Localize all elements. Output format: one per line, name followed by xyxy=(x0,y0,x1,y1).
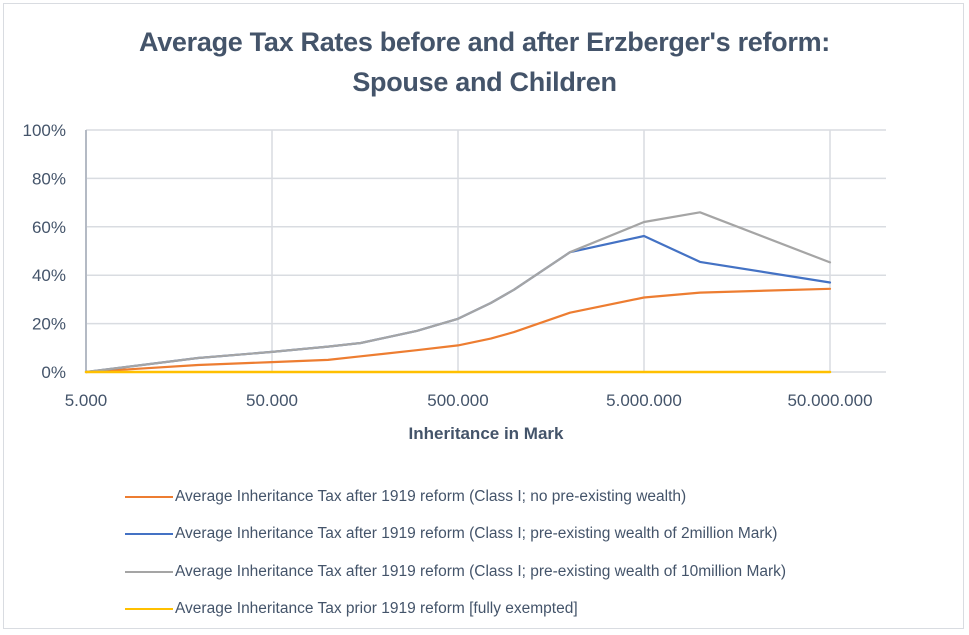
legend-swatch xyxy=(125,608,173,611)
legend-swatch xyxy=(125,570,173,573)
y-tick-label: 0% xyxy=(41,363,66,382)
x-axis-ticks: 5.000 50.000 500.000 5.000.000 50.000.000 xyxy=(65,391,873,410)
chart-title-line-2: Spouse and Children xyxy=(352,67,617,97)
chart-title-line-1: Average Tax Rates before and after Erzbe… xyxy=(139,27,830,57)
x-axis-title: Inheritance in Mark xyxy=(409,424,564,443)
y-tick-label: 80% xyxy=(32,169,66,188)
legend-item: Average Inheritance Tax after 1919 refor… xyxy=(125,516,786,554)
series-lines xyxy=(84,211,832,374)
x-tick-label: 5.000 xyxy=(65,391,108,410)
y-tick-label: 40% xyxy=(32,266,66,285)
y-tick-label: 60% xyxy=(32,218,66,237)
series-line-1 xyxy=(84,287,832,374)
legend-label: Average Inheritance Tax after 1919 refor… xyxy=(175,562,787,580)
chart-title: Average Tax Rates before and after Erzbe… xyxy=(0,22,969,102)
x-tick-label: 50.000 xyxy=(246,391,298,410)
legend-label: Average Inheritance Tax after 1919 refor… xyxy=(175,487,687,505)
legend-item: Average Inheritance Tax prior 1919 refor… xyxy=(125,591,786,629)
legend: Average Inheritance Tax after 1919 refor… xyxy=(125,478,786,628)
legend-label: Average Inheritance Tax after 1919 refor… xyxy=(175,525,778,543)
gridlines xyxy=(85,129,886,373)
legend-label: Average Inheritance Tax prior 1919 refor… xyxy=(175,600,578,618)
chart-frame xyxy=(3,3,964,629)
x-tick-label: 5.000.000 xyxy=(606,391,682,410)
legend-item: Average Inheritance Tax after 1919 refor… xyxy=(125,478,786,516)
legend-swatch xyxy=(125,495,173,498)
y-axis-ticks: 0% 20% 40% 60% 80% 100% xyxy=(23,121,66,382)
legend-item: Average Inheritance Tax after 1919 refor… xyxy=(125,553,786,591)
series-line-3 xyxy=(84,211,832,374)
legend-swatch xyxy=(125,533,173,536)
y-tick-label: 20% xyxy=(32,315,66,334)
x-tick-label: 50.000.000 xyxy=(787,391,872,410)
y-tick-label: 100% xyxy=(23,121,66,140)
x-tick-label: 500.000 xyxy=(427,391,488,410)
